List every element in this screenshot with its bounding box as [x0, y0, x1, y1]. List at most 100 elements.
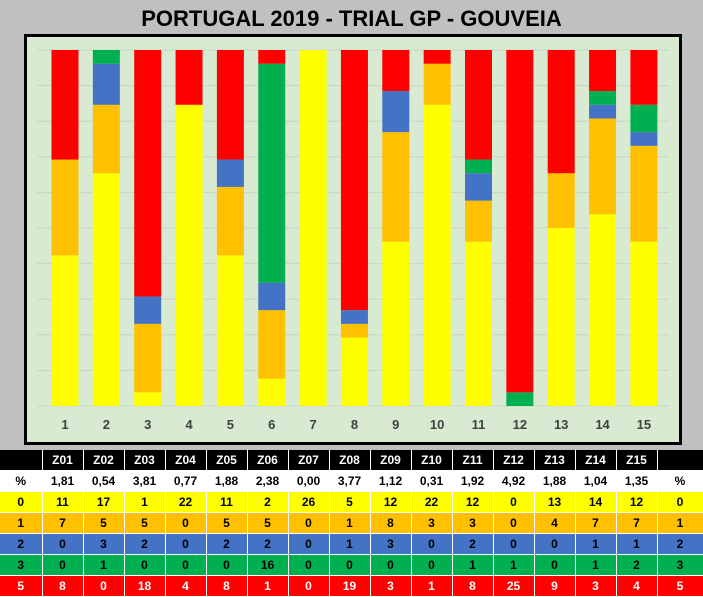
- bar-segment-12-score-3: [506, 392, 534, 406]
- table-cell: Z15: [616, 450, 658, 471]
- table-cell: 1: [493, 554, 535, 576]
- table-cell: 5: [124, 512, 166, 534]
- bar-segment-4-score-0: [175, 104, 203, 407]
- x-tick-label: 15: [637, 417, 651, 432]
- bar-segment-5-score-2: [216, 159, 244, 187]
- table-cell: 1,88: [534, 470, 576, 492]
- table-cell: Z06: [247, 450, 289, 471]
- table-cell: 22: [165, 491, 207, 513]
- x-tick-label: 10: [430, 417, 444, 432]
- table-cell: Z05: [206, 450, 248, 471]
- table-cell: 5: [83, 512, 125, 534]
- table-cell: 1: [452, 554, 494, 576]
- table-cell: 16: [247, 554, 289, 576]
- bar-segment-5-score-1: [216, 186, 244, 256]
- table-cell: 8: [370, 512, 412, 534]
- table-cell: 3: [0, 554, 43, 576]
- x-tick-label: 6: [268, 417, 275, 432]
- table-cell: 1: [411, 575, 453, 597]
- table-cell: Z04: [165, 450, 207, 471]
- table-cell: 11: [206, 491, 248, 513]
- table-cell: Z02: [83, 450, 125, 471]
- x-tick-label: 8: [351, 417, 358, 432]
- table-cell: 1: [575, 533, 617, 555]
- table-cell: 2: [206, 533, 248, 555]
- bar-segment-12-score-5: [506, 50, 534, 393]
- table-cell: 0: [329, 554, 371, 576]
- table-row-percent: % 1,81 0,54 3,81 0,77 1,88 2,38 0,00 3,77 1,12 0,3…: [0, 470, 703, 492]
- table-cell: 3: [83, 533, 125, 555]
- bar-segment-2-score-3: [92, 50, 120, 64]
- table-cell: Z03: [124, 450, 166, 471]
- table-cell: Z12: [493, 450, 535, 471]
- bar-segment-3-score-2: [134, 296, 162, 324]
- bar-segment-3-score-0: [134, 392, 162, 406]
- table-cell: [657, 450, 703, 471]
- table-cell: %: [657, 470, 703, 492]
- table-cell: 12: [616, 491, 658, 513]
- table-row-score-5: 5 8 0 18 4 8 1 0 19 3 1 8 25 9 3 4 5: [0, 575, 703, 597]
- bar-segment-8-score-0: [340, 337, 368, 406]
- table-cell: 1: [657, 512, 703, 534]
- bar-segment-10-score-5: [423, 50, 451, 64]
- table-cell: 2: [0, 533, 43, 555]
- x-tick-label: 14: [595, 417, 610, 432]
- table-cell: 7: [42, 512, 84, 534]
- table-cell: 0: [0, 491, 43, 513]
- bar-segment-11-score-0: [465, 241, 492, 406]
- table-cell: Z08: [329, 450, 371, 471]
- table-cell: 22: [411, 491, 453, 513]
- bar-segment-13-score-0: [547, 228, 575, 406]
- table-header-row: Z01 Z02 Z03 Z04 Z05 Z06 Z07 Z08 Z09 Z10 Z11 Z12 Z13 Z…: [0, 450, 703, 471]
- bar-segment-14-score-1: [589, 118, 617, 215]
- table-cell: Z07: [288, 450, 330, 471]
- table-cell: 1,88: [206, 470, 248, 492]
- table-cell: 0: [288, 554, 330, 576]
- table-cell: 25: [493, 575, 535, 597]
- table-cell: 0,77: [165, 470, 207, 492]
- x-tick-label: 7: [309, 417, 316, 432]
- table-cell: 0: [165, 533, 207, 555]
- table-cell: 26: [288, 491, 330, 513]
- table-cell: 1: [575, 554, 617, 576]
- table-cell: 0: [493, 533, 535, 555]
- table-cell: 0,31: [411, 470, 453, 492]
- bar-segment-2-score-2: [92, 63, 120, 105]
- bar-segment-13-score-1: [547, 173, 575, 228]
- table-row-score-3: 3 0 1 0 0 0 16 0 0 0 0 1 1 0 1 2 3: [0, 554, 703, 576]
- bar-segment-6-score-3: [258, 63, 286, 283]
- table-cell: 9: [534, 575, 576, 597]
- table-cell: 11: [42, 491, 84, 513]
- bar-segment-3-score-5: [134, 50, 162, 297]
- table-cell: 2,38: [247, 470, 289, 492]
- table-cell: 2: [616, 554, 658, 576]
- chart-frame: 1 2 3 4 5 6 7 8 9 10 11 12 13 14 15: [24, 34, 682, 445]
- table-cell: Z13: [534, 450, 576, 471]
- bar-segment-9-score-0: [382, 241, 410, 406]
- x-tick-label: 1: [61, 417, 68, 432]
- table-cell: 1: [247, 575, 289, 597]
- bar-segment-15-score-2: [630, 132, 658, 146]
- table-cell: 0: [288, 512, 330, 534]
- table-cell: 3: [370, 575, 412, 597]
- bar-segment-1-score-0: [51, 255, 79, 406]
- bar-segment-2-score-1: [92, 104, 120, 174]
- table-cell: 5: [0, 575, 43, 597]
- table-cell: 3: [411, 512, 453, 534]
- table-cell: 18: [124, 575, 166, 597]
- table-cell: 0: [83, 575, 125, 597]
- table-cell: 1: [0, 512, 43, 534]
- table-cell: 8: [42, 575, 84, 597]
- table-cell: 1,81: [42, 470, 84, 492]
- table-cell: 0: [42, 533, 84, 555]
- table-cell: 0: [534, 554, 576, 576]
- bar-segment-8-score-5: [340, 50, 368, 311]
- table-cell: 1,04: [575, 470, 617, 492]
- bar-segment-6-score-5: [258, 50, 286, 64]
- table-cell: 1: [83, 554, 125, 576]
- table-cell: [0, 450, 43, 471]
- bar-segment-7-score-0: [299, 50, 327, 406]
- bar-segment-6-score-0: [258, 378, 286, 406]
- bar-segment-15-score-0: [630, 241, 658, 406]
